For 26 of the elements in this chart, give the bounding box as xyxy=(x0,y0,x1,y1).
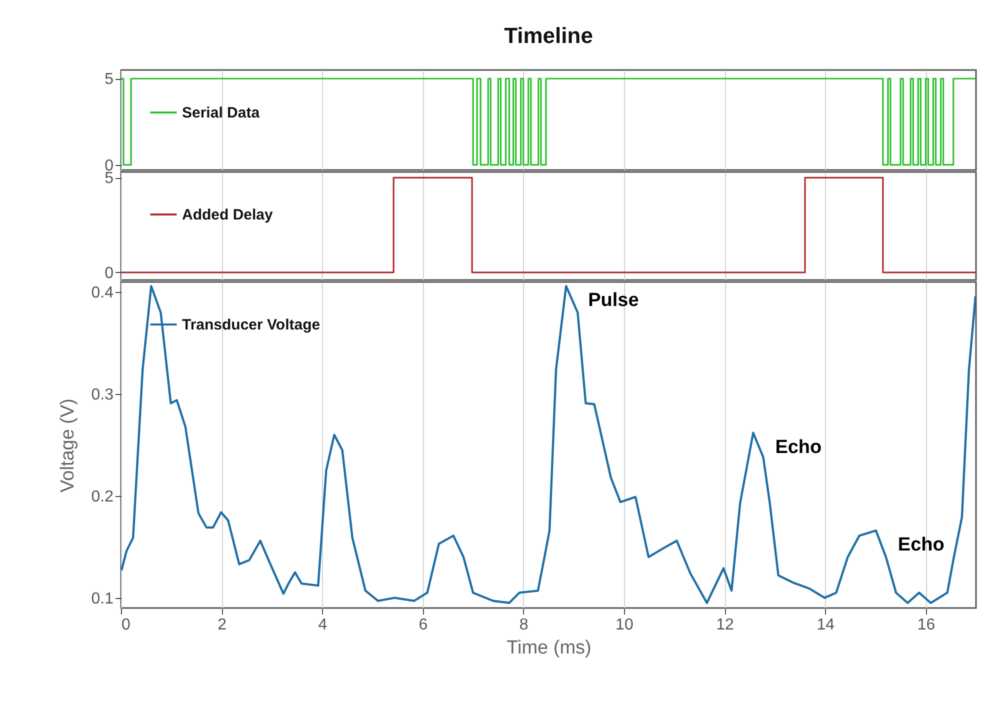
y-tick-label: 0.2 xyxy=(91,488,114,506)
x-axis-title: Time (ms) xyxy=(506,638,592,658)
legend-label: Serial Data xyxy=(182,104,260,122)
annotation: Echo xyxy=(775,436,822,458)
x-tick-label: 4 xyxy=(318,616,328,634)
x-tick-label: 12 xyxy=(716,616,734,634)
y-tick-label: 0.1 xyxy=(91,590,114,608)
annotation: Echo xyxy=(898,534,944,556)
x-tick-label: 14 xyxy=(816,616,835,634)
annotation: Pulse xyxy=(588,290,639,312)
x-tick-label: 10 xyxy=(616,616,634,634)
legend-label: Transducer Voltage xyxy=(182,316,320,334)
legend-label: Added Delay xyxy=(182,206,274,224)
line-series xyxy=(121,284,976,604)
chart-title: Timeline xyxy=(504,23,593,48)
x-tick-label: 0 xyxy=(122,616,130,634)
y-tick-label: 0.3 xyxy=(91,386,114,404)
x-tick-label: 2 xyxy=(218,616,227,634)
y-axis-title: Voltage (V) xyxy=(57,398,78,492)
y-tick-label: 5 xyxy=(104,71,114,88)
x-tick-label: 8 xyxy=(519,616,528,634)
y-tick-label: 0 xyxy=(104,264,114,282)
x-tick-label: 6 xyxy=(418,616,428,634)
y-tick-label: 5 xyxy=(104,170,114,188)
y-tick-label: 0.4 xyxy=(91,284,114,302)
x-tick-label: 16 xyxy=(917,616,936,634)
